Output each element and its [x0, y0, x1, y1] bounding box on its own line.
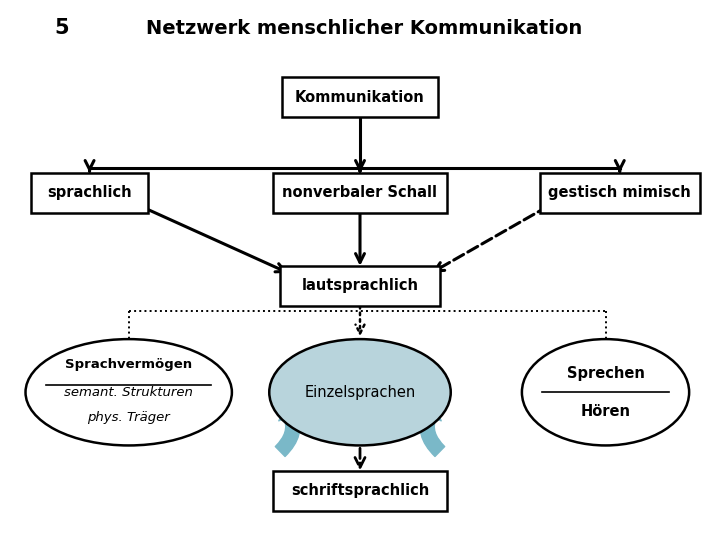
Text: Sprechen: Sprechen: [567, 366, 644, 381]
Ellipse shape: [269, 339, 451, 446]
FancyBboxPatch shape: [280, 266, 440, 306]
Text: 5: 5: [54, 18, 68, 38]
Text: phys. Träger: phys. Träger: [87, 411, 170, 424]
Text: Netzwerk menschlicher Kommunikation: Netzwerk menschlicher Kommunikation: [146, 18, 582, 38]
FancyBboxPatch shape: [282, 77, 438, 117]
FancyBboxPatch shape: [273, 173, 447, 213]
Text: lautsprachlich: lautsprachlich: [302, 279, 418, 293]
FancyBboxPatch shape: [31, 173, 148, 213]
Text: schriftsprachlich: schriftsprachlich: [291, 483, 429, 498]
Text: semant. Strukturen: semant. Strukturen: [64, 386, 193, 399]
Text: Einzelsprachen: Einzelsprachen: [305, 385, 415, 400]
FancyArrowPatch shape: [418, 402, 445, 456]
FancyArrowPatch shape: [275, 402, 302, 456]
FancyBboxPatch shape: [540, 173, 700, 213]
Text: nonverbaler Schall: nonverbaler Schall: [282, 185, 438, 200]
Text: sprachlich: sprachlich: [48, 185, 132, 200]
Text: Sprachvermögen: Sprachvermögen: [65, 358, 192, 371]
Text: gestisch mimisch: gestisch mimisch: [549, 185, 691, 200]
FancyBboxPatch shape: [273, 471, 447, 511]
Text: Hören: Hören: [580, 404, 631, 419]
Text: Kommunikation: Kommunikation: [295, 90, 425, 105]
Ellipse shape: [522, 339, 689, 446]
Ellipse shape: [25, 339, 232, 446]
